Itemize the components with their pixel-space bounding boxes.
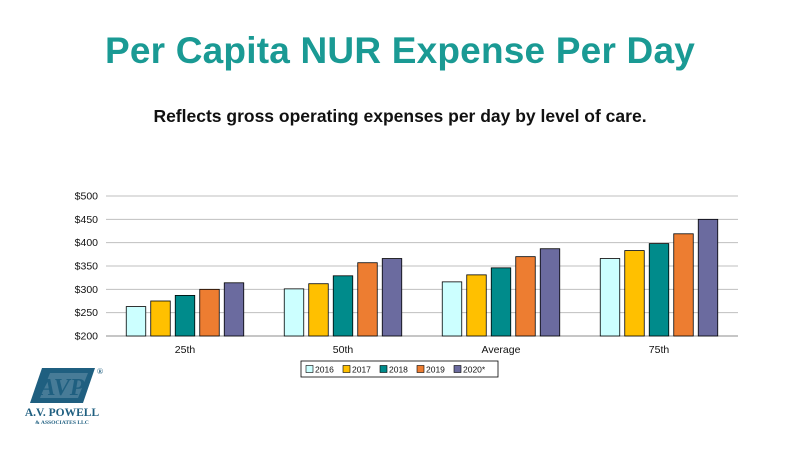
x-category-label: Average xyxy=(482,344,521,356)
bar-2020-25th xyxy=(223,282,245,337)
y-tick-label: $350 xyxy=(75,261,99,273)
logo-monogram: AVP xyxy=(38,375,85,401)
legend-label: 2020* xyxy=(463,365,486,375)
bars xyxy=(125,218,719,337)
bar-2018-75th xyxy=(648,243,670,337)
bar-2020-75th xyxy=(697,218,719,337)
y-axis-ticks: $200 $250 $300 $350 $400 $450 $500 xyxy=(75,191,99,343)
y-tick-label: $200 xyxy=(75,331,99,343)
legend-label: 2017 xyxy=(352,365,371,375)
legend-swatch xyxy=(305,365,314,373)
legend-swatch xyxy=(416,365,425,373)
bar-2018-25th xyxy=(174,294,196,337)
legend-swatch xyxy=(379,365,388,373)
slide-subtitle: Reflects gross operating expenses per da… xyxy=(153,106,647,126)
legend-swatch xyxy=(342,365,351,373)
y-tick-label: $300 xyxy=(75,284,99,296)
bar-2019-25th xyxy=(199,288,220,337)
bar-2016-25th xyxy=(125,306,147,337)
bar-2019-50th xyxy=(357,262,378,337)
legend: 2016 2017 2018 2019 2020* xyxy=(300,360,499,378)
bar-2016-50th xyxy=(283,288,305,337)
bar-2020-50th xyxy=(381,258,403,337)
x-category-label: 75th xyxy=(649,344,670,356)
slide-title: Per Capita NUR Expense Per Day xyxy=(104,30,695,71)
logo-registered-mark: ® xyxy=(97,367,103,376)
company-logo: AVP ® A.V. POWELL & ASSOCIATES LLC xyxy=(25,367,103,426)
y-tick-label: $250 xyxy=(75,307,99,319)
legend-box xyxy=(300,360,499,378)
bar-2019-average xyxy=(515,256,536,337)
logo-name-line2: & ASSOCIATES LLC xyxy=(35,420,89,426)
bar-2017-average xyxy=(466,274,487,337)
bar-2016-75th xyxy=(599,258,621,337)
bar-2016-average xyxy=(441,281,463,337)
logo-emblem-shape xyxy=(30,368,95,403)
legend-label: 2016 xyxy=(315,365,334,375)
x-axis-categories: 25th 50th Average 75th xyxy=(175,344,670,356)
y-tick-label: $400 xyxy=(75,237,99,249)
legend-label: 2018 xyxy=(389,365,408,375)
legend-swatch xyxy=(453,365,462,373)
x-category-label: 25th xyxy=(175,344,196,356)
bar-2017-75th xyxy=(624,250,645,337)
legend-label: 2019 xyxy=(426,365,445,375)
logo-name-line1: A.V. POWELL xyxy=(25,407,100,419)
y-tick-label: $450 xyxy=(75,214,99,226)
logo-emblem-highlight xyxy=(40,373,88,398)
bar-2019-75th xyxy=(673,233,694,337)
bar-2018-average xyxy=(490,267,512,337)
x-category-label: 50th xyxy=(333,344,354,356)
y-tick-label: $500 xyxy=(75,191,99,203)
bar-2018-50th xyxy=(332,275,354,337)
bar-2017-50th xyxy=(308,283,329,337)
bar-2017-25th xyxy=(150,300,171,337)
bar-2020-average xyxy=(539,248,561,337)
